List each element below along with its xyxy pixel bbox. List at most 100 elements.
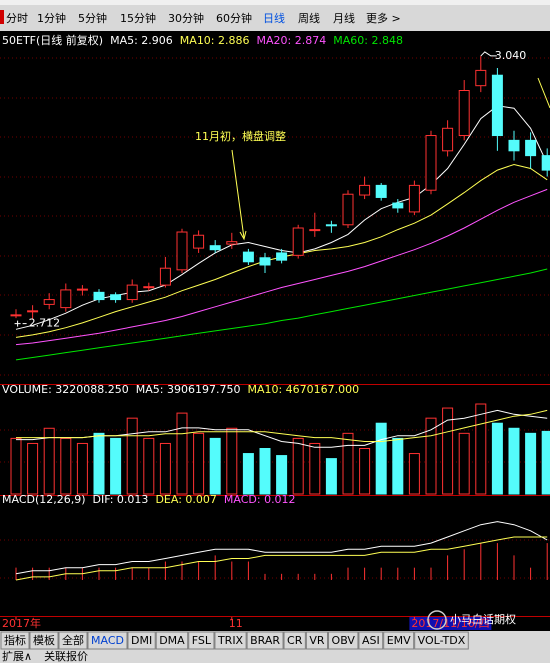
tab-label[interactable]: FSL (192, 634, 212, 647)
indicator-tab[interactable]: EMV (383, 631, 415, 650)
volume-bar (159, 442, 171, 495)
tab-label[interactable]: CR (287, 634, 303, 647)
low-marker (14, 320, 27, 327)
candle-body (143, 286, 155, 289)
indicator-tab[interactable]: VOL-TDX (414, 631, 469, 650)
toolbar-top-strip (0, 0, 550, 5)
indicator-line (15, 268, 548, 361)
indicator-tab[interactable]: CR (283, 631, 306, 650)
volume-bar (475, 403, 487, 495)
low-label: 2.712 (29, 317, 60, 330)
volume-bar (491, 422, 503, 495)
tab-label[interactable]: DMI (131, 634, 152, 647)
period-tab[interactable]: 60分钟 (216, 11, 252, 25)
panel-header: MA5: 2.906 (110, 34, 173, 47)
candle-body (60, 289, 72, 309)
period-tab[interactable]: 分时 (6, 12, 28, 25)
indicator-tab[interactable]: VR (305, 631, 329, 650)
tab-label[interactable]: OBV (332, 634, 356, 647)
tab-label[interactable]: DMA (159, 634, 185, 647)
tab-label[interactable]: BRAR (250, 634, 280, 647)
panel-header: 50ETF(日线 前复权) (2, 33, 103, 47)
indicator-tab[interactable]: DMA (155, 631, 189, 650)
chart-layer: 分时 1分钟 5分钟 15分钟 30分钟 60分钟 日线 周线 月线 更多 > 50ETF(日线 前… (0, 11, 550, 663)
period-tab[interactable]: 周线 (298, 11, 320, 25)
candle-body (508, 139, 520, 152)
bottom-bar (0, 650, 550, 663)
candle-body (392, 202, 404, 209)
volume-bar (43, 427, 55, 495)
candle-body (126, 284, 138, 301)
candle-body (491, 74, 503, 137)
candle-body (10, 314, 22, 317)
indicator-tab[interactable]: OBV (328, 631, 359, 650)
period-tab[interactable]: 30分钟 (168, 11, 204, 25)
period-tab[interactable]: 更多 > (366, 11, 401, 25)
period-tab[interactable]: 1分钟 (37, 11, 66, 25)
period-tab[interactable]: 月线 (333, 11, 355, 25)
x-tick-label: 2017年 (2, 616, 41, 630)
tab-frame (155, 631, 189, 650)
indicator-tab[interactable]: DMI (127, 631, 156, 650)
panel-header: MA10: 2.886 (180, 34, 250, 47)
candle-body (209, 245, 221, 251)
panel-header: DIF: 0.013 (93, 493, 149, 506)
indicator-line (15, 188, 548, 346)
candle-body (375, 184, 387, 198)
candle-body (93, 291, 105, 301)
candle-body (159, 267, 171, 286)
volume-bar (209, 437, 221, 495)
tab-label[interactable]: VOL-TDX (418, 634, 466, 647)
indicator-tab[interactable]: 模板 (29, 631, 59, 650)
volume-bar (10, 437, 22, 495)
volume-bar (242, 453, 254, 495)
volume-bar (176, 412, 188, 495)
bottom-tab[interactable]: 扩展∧ (2, 649, 32, 663)
indicator-tab[interactable]: 全部 (58, 631, 88, 650)
tab-label[interactable]: 模板 (33, 633, 55, 647)
bottom-tab[interactable]: 关联报价 (44, 649, 88, 663)
volume-bar (193, 432, 205, 495)
tab-label[interactable]: 指标 (4, 633, 26, 647)
tab-label[interactable]: TRIX (217, 634, 244, 647)
candle-body (110, 294, 122, 301)
volume-bar (27, 442, 39, 495)
tab-label[interactable]: MACD (91, 634, 124, 647)
toolbar-icon (0, 10, 4, 24)
period-tab[interactable]: 15分钟 (120, 11, 156, 25)
tab-frame (383, 631, 415, 650)
indicator-tab[interactable]: ASI (358, 631, 384, 650)
candle-body (276, 252, 288, 261)
tab-frame (414, 631, 469, 650)
annotation-arrow (537, 77, 550, 109)
candle-body (242, 251, 254, 263)
tab-label[interactable]: ASI (362, 634, 380, 647)
period-tab[interactable]: 5分钟 (78, 11, 107, 25)
candle-body (359, 184, 371, 196)
volume-bar (408, 453, 420, 495)
panel-header: MA10: 4670167.000 (247, 383, 359, 396)
volume-bar (226, 427, 238, 495)
indicator-tab[interactable]: FSL (188, 631, 215, 650)
indicator-tab[interactable]: TRIX (214, 631, 247, 650)
date-highlight (409, 617, 492, 630)
volume-bar (392, 437, 404, 495)
x-tick-label: 11 (229, 617, 243, 630)
volume-bar (126, 417, 138, 495)
volume-bar (508, 427, 520, 495)
tab-frame (58, 631, 88, 650)
annotation-arrowhead (239, 230, 247, 241)
indicator-tab[interactable]: 指标 (0, 631, 30, 650)
indicator-line (15, 521, 548, 575)
tab-label[interactable]: EMV (387, 634, 411, 647)
indicator-tab[interactable]: MACD (87, 631, 128, 650)
indicator-tab[interactable]: BRAR (246, 631, 284, 650)
period-tab[interactable]: 日线 (263, 11, 285, 25)
tab-frame (305, 631, 329, 650)
tab-label[interactable]: VR (309, 634, 325, 647)
panel-header: MACD: 0.012 (224, 493, 296, 506)
candle-body (325, 224, 337, 227)
tab-label[interactable]: 全部 (62, 633, 84, 647)
panel-header: MA20: 2.874 (257, 34, 327, 47)
